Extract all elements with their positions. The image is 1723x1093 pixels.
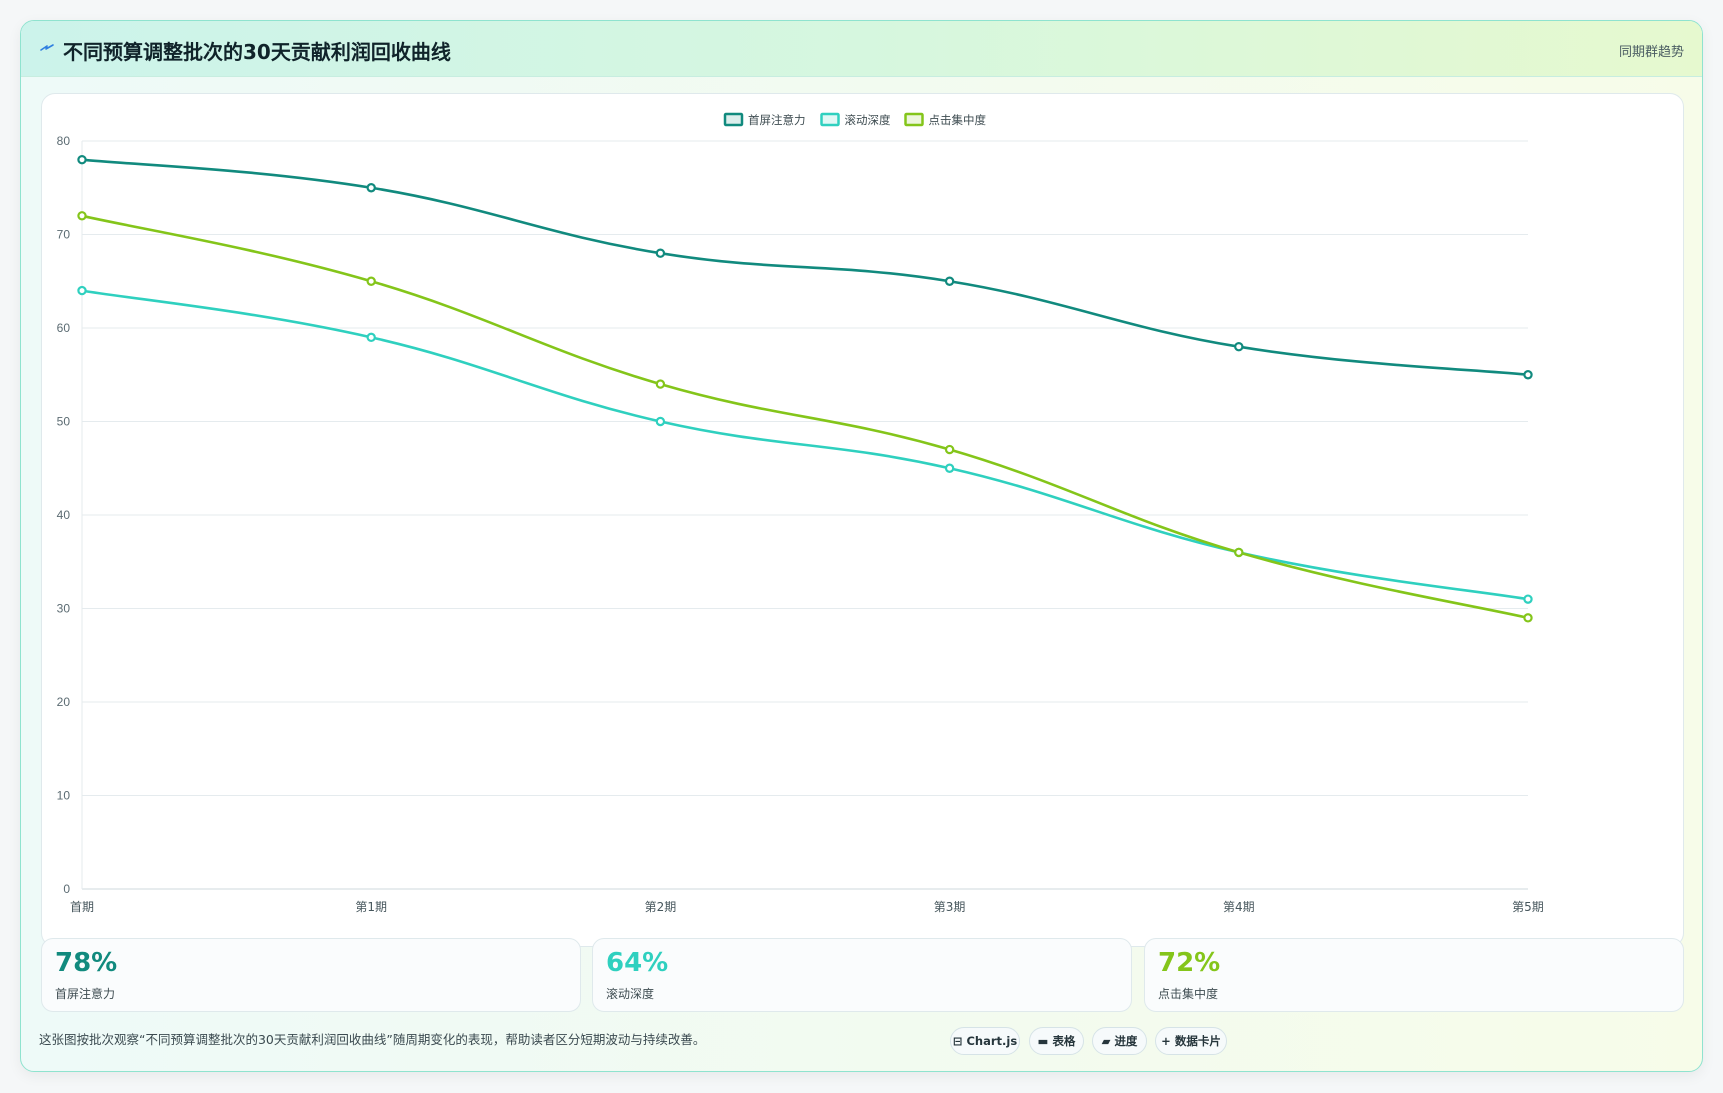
chip-label: 进度 — [1114, 1034, 1138, 1048]
chip-data-card[interactable]: + 数据卡片 — [1155, 1027, 1227, 1055]
table-icon: ▬ — [1037, 1034, 1049, 1048]
y-tick-label: 10 — [57, 789, 71, 803]
card-header: 不同预算调整批次的30天贡献利润回收曲线 同期群趋势 — [21, 21, 1702, 77]
x-tick-label: 第4期 — [1223, 900, 1255, 914]
y-tick-label: 20 — [57, 695, 71, 709]
data-point — [1234, 547, 1244, 558]
y-tick-label: 80 — [57, 134, 71, 148]
x-tick-label: 首期 — [70, 900, 94, 914]
stat-card-attention: 78% 首屏注意力 — [41, 938, 581, 1012]
chart-icon: ⊟ — [952, 1034, 963, 1048]
data-point — [366, 332, 376, 343]
stat-card-click: 72% 点击集中度 — [1144, 938, 1684, 1012]
legend-swatch — [904, 112, 924, 127]
stat-label: 点击集中度 — [1158, 987, 1219, 1001]
series-line-0 — [81, 158, 1529, 377]
x-tick-label: 第1期 — [355, 900, 387, 914]
chart-title: 不同预算调整批次的30天贡献利润回收曲线 — [63, 40, 451, 64]
x-tick-label: 第5期 — [1512, 900, 1544, 914]
chip-progress[interactable]: ▰ 进度 — [1092, 1027, 1147, 1055]
x-tick-label: 第2期 — [645, 900, 677, 914]
data-point — [77, 211, 87, 221]
stat-label: 滚动深度 — [606, 987, 655, 1001]
stat-cards: 78% 首屏注意力 64% 滚动深度 72% 点击集中度 — [41, 938, 1684, 1012]
stat-label: 首屏注意力 — [55, 987, 116, 1001]
y-tick-label: 0 — [63, 882, 70, 896]
data-point — [77, 154, 87, 165]
chart-card: 不同预算调整批次的30天贡献利润回收曲线 同期群趋势 0 10 20 30 40 50 60… — [20, 20, 1703, 1072]
data-point — [366, 276, 376, 286]
data-point — [655, 416, 666, 427]
data-point — [944, 463, 955, 473]
stat-value: 78% — [55, 948, 118, 978]
y-tick-label: 70 — [57, 228, 71, 242]
data-point — [944, 276, 955, 286]
legend-label: 滚动深度 — [845, 113, 891, 127]
data-point — [944, 444, 955, 455]
plot-area: 0 10 20 30 40 50 60 70 80 首期 第1期 第2期 第3期 第4期 第5期 首屏注意力 滚… — [41, 93, 1684, 947]
y-tick-label: 30 — [57, 602, 71, 616]
chip-chartjs[interactable]: ⊟ Chart.js — [950, 1027, 1020, 1055]
legend-swatch — [723, 112, 744, 127]
stat-value: 64% — [606, 948, 669, 978]
x-tick-label: 第3期 — [934, 900, 966, 914]
chart-description: 这张图按批次观察“不同预算调整批次的30天贡献利润回收曲线”随周期变化的表现，帮… — [39, 1032, 706, 1047]
data-point — [1523, 594, 1533, 604]
data-point — [1234, 341, 1244, 352]
progress-icon: ▰ — [1101, 1034, 1111, 1048]
spark-icon — [40, 44, 54, 51]
data-point — [1523, 613, 1533, 623]
legend-swatch — [820, 112, 840, 127]
plus-icon: + — [1161, 1034, 1171, 1048]
chart-tag: 同期群趋势 — [1618, 45, 1684, 60]
y-tick-label: 50 — [57, 415, 71, 429]
chip-label: Chart.js — [966, 1034, 1018, 1048]
legend-label: 点击集中度 — [929, 113, 987, 127]
y-tick-label: 60 — [57, 321, 71, 335]
data-point — [366, 183, 376, 193]
data-point — [655, 248, 666, 258]
chip-label: 数据卡片 — [1174, 1034, 1221, 1048]
series-line-2 — [81, 214, 1529, 620]
line-chart: 0 10 20 30 40 50 60 70 80 首期 第1期 第2期 第3期 第4期 第5期 首屏注意力 滚… — [57, 112, 1544, 914]
legend-label: 首屏注意力 — [748, 113, 806, 127]
y-tick-label: 40 — [57, 508, 71, 522]
data-point — [77, 285, 87, 296]
series-line-1 — [81, 289, 1529, 601]
stat-card-scroll: 64% 滚动深度 — [592, 938, 1132, 1012]
chip-table[interactable]: ▬ 表格 — [1029, 1027, 1084, 1055]
data-point — [1523, 370, 1533, 380]
chip-label: 表格 — [1052, 1034, 1076, 1048]
data-point — [655, 379, 666, 389]
stat-value: 72% — [1158, 948, 1221, 978]
